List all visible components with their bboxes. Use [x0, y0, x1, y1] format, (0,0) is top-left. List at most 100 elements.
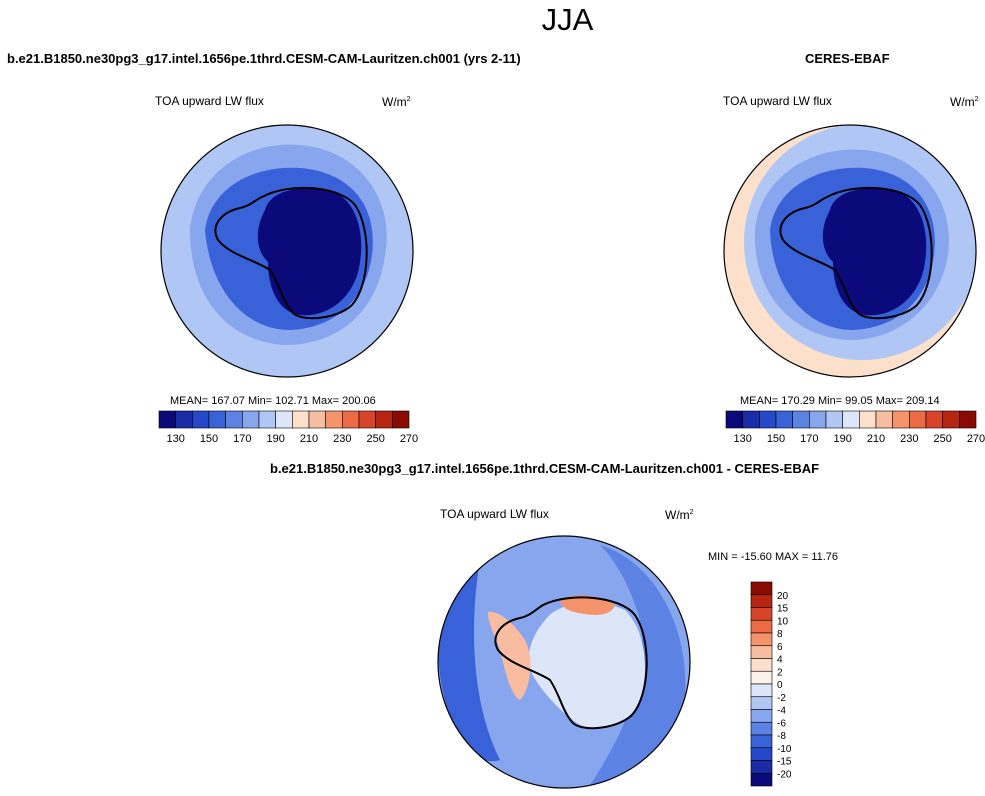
model-run-title: b.e21.B1850.ne30pg3_g17.intel.1656pe.1th…	[7, 51, 521, 66]
obs-colorbar-box	[725, 410, 743, 429]
model-colorbar-box	[392, 410, 410, 429]
diff-colorbar-tick-label: 2	[777, 667, 783, 678]
diff-colorbar-box	[750, 607, 773, 621]
model-colorbar-tick-label: 130	[166, 433, 184, 445]
obs-colorbar-box	[909, 410, 927, 429]
obs-map-border	[723, 124, 977, 378]
diff-colorbar-tick-label: 4	[777, 655, 783, 666]
diff-colorbar-tick-label: -20	[777, 769, 792, 780]
obs-colorbar-tick-label: 210	[867, 433, 885, 445]
obs-colorbar-box	[942, 410, 960, 429]
obs-colorbar-tick-label: 170	[800, 433, 818, 445]
diff-colorbar-box	[750, 619, 773, 634]
model-colorbar-box	[242, 410, 260, 429]
obs-colorbar-box	[792, 410, 810, 429]
diff-map-border	[437, 535, 691, 789]
diff-colorbar-box	[750, 747, 773, 761]
diff-colorbar-box	[750, 696, 773, 710]
obs-stats-text: MEAN= 170.29 Min= 99.05 Max= 209.14	[740, 395, 940, 407]
diff-colorbar-box	[750, 709, 773, 723]
model-colorbar-box	[325, 410, 343, 429]
obs-colorbar-box	[825, 410, 843, 429]
obs-colorbar-tick-label: 150	[767, 433, 785, 445]
diff-colorbar-box	[750, 772, 773, 787]
model-region-antarctic-interior	[257, 188, 362, 316]
diff-colorbar-tick-label: -8	[777, 731, 786, 742]
diff-colorbar-tick-label: 20	[777, 591, 789, 602]
obs-coastline	[779, 186, 933, 320]
obs-colorbar-box	[842, 410, 860, 429]
obs-region-antarctic-interior	[822, 188, 927, 316]
diff-stats-text: MIN = -15.60 MAX = 11.76	[708, 551, 839, 563]
model-colorbar-tick-label: 210	[300, 433, 318, 445]
obs-colorbar-tick-label: 190	[833, 433, 851, 445]
diff-colorbar-tick-label: 10	[777, 616, 789, 627]
obs-colorbar-box	[892, 410, 910, 429]
model-colorbar-box	[192, 410, 210, 429]
model-coastline	[214, 186, 368, 320]
obs-variable-label: TOA upward LW flux	[723, 94, 832, 108]
model-colorbar-tick-label: 190	[266, 433, 284, 445]
diff-colorbar-tick-label: 6	[777, 642, 783, 653]
diff-colorbar-box	[750, 683, 773, 698]
obs-colorbar-box	[809, 410, 827, 429]
model-colorbar-box	[308, 410, 326, 429]
model-colorbar-tick-label: 230	[333, 433, 351, 445]
diff-colorbar-box	[750, 760, 773, 774]
diff-colorbar-tick-label: -10	[777, 744, 792, 755]
obs-colorbar-tick-label: 250	[933, 433, 951, 445]
obs-colorbar-box	[859, 410, 877, 429]
obs-run-title: CERES-EBAF	[805, 51, 890, 66]
diff-colorbar-box	[750, 734, 773, 749]
model-colorbar-tick-label: 270	[400, 433, 418, 445]
model-colorbar-box	[225, 410, 243, 429]
model-colorbar-box	[208, 410, 226, 429]
model-colorbar-box	[275, 410, 293, 429]
diff-colorbar-box	[750, 581, 773, 596]
diff-colorbar-box	[750, 594, 773, 608]
obs-colorbar-box	[959, 410, 977, 429]
obs-colorbar-tick-label: 270	[967, 433, 985, 445]
diff-region-east-antarctic-rim	[560, 595, 615, 615]
diff-variable-label: TOA upward LW flux	[440, 507, 549, 521]
model-colorbar-box	[375, 410, 393, 429]
diff-colorbar-tick-label: 15	[777, 604, 789, 615]
model-map-border	[160, 124, 414, 378]
obs-colorbar-box	[742, 410, 760, 429]
diff-colorbar-tick-label: -6	[777, 718, 786, 729]
model-colorbar-box	[258, 410, 276, 429]
diff-region-pacific-sector	[590, 545, 686, 785]
obs-colorbar-box	[925, 410, 943, 429]
diff-colorbar-box	[750, 632, 773, 647]
model-units-label: W/m2	[382, 95, 411, 109]
diff-colorbar-tick-label: -15	[777, 757, 792, 768]
model-colorbar-box	[292, 410, 310, 429]
model-colorbar-tick-label: 150	[200, 433, 218, 445]
diff-colorbar-box	[750, 658, 773, 672]
diff-run-title: b.e21.B1850.ne30pg3_g17.intel.1656pe.1th…	[270, 461, 820, 476]
obs-colorbar-tick-label: 230	[900, 433, 918, 445]
diff-colorbar-tick-label: -2	[777, 693, 786, 704]
obs-colorbar-tick-label: 130	[733, 433, 751, 445]
obs-units-label: W/m2	[950, 95, 979, 109]
diff-colorbar-box	[750, 721, 773, 736]
obs-colorbar-box	[875, 410, 893, 429]
diff-colorbar-box	[750, 670, 773, 685]
diff-colorbar-tick-label: 8	[777, 629, 783, 640]
model-variable-label: TOA upward LW flux	[155, 94, 264, 108]
model-stats-text: MEAN= 167.07 Min= 102.71 Max= 200.06	[170, 395, 376, 407]
obs-colorbar-box	[759, 410, 777, 429]
diff-colorbar-tick-label: 0	[777, 680, 783, 691]
diff-region-atlantic-indian-sector	[438, 554, 500, 762]
diff-units-label: W/m2	[665, 508, 694, 522]
model-colorbar-box	[358, 410, 376, 429]
model-colorbar-box	[175, 410, 193, 429]
page-title: JJA	[541, 2, 594, 37]
model-colorbar-box	[342, 410, 360, 429]
model-colorbar-tick-label: 250	[366, 433, 384, 445]
diff-coastline	[494, 596, 648, 730]
